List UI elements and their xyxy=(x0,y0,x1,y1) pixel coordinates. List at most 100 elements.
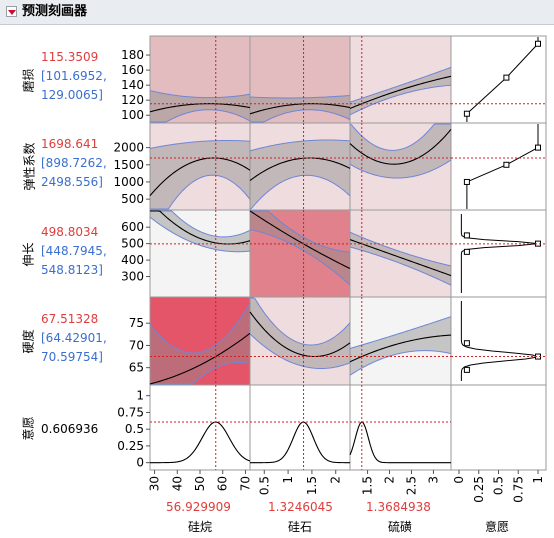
cell-r3-c2 xyxy=(349,296,452,386)
cell-r0-c2 xyxy=(349,35,452,124)
y-tick-label-r3-1: 70 xyxy=(129,338,144,352)
x-tick-label-c2-1: 2 xyxy=(383,476,397,484)
x-tick-label-c1-0: 0.5 xyxy=(257,476,271,495)
cell-r4-c3 xyxy=(450,384,547,471)
x-tick-label-c2-0: 1.5 xyxy=(361,476,375,495)
ci-upper-r2-c2 xyxy=(349,231,452,267)
y-tick-label-r4-0: 1 xyxy=(136,389,144,403)
x-tick-label-c0-4: 70 xyxy=(238,476,252,491)
cell-r4-c0 xyxy=(149,384,251,471)
y-tick-label-r0-4: 100 xyxy=(121,108,144,122)
y-tick-label-r1-2: 1000 xyxy=(113,175,144,189)
window-title: 预测刻画器 xyxy=(22,4,88,19)
ci-lower-r0-c1 xyxy=(250,109,351,123)
desirability-handle-r2-0[interactable] xyxy=(463,248,470,255)
x-tick-label-c0-1: 40 xyxy=(170,476,184,491)
silica-axis-label: 硅石 xyxy=(288,520,313,534)
y-tick-label-r0-2: 140 xyxy=(121,78,144,92)
desirability-handle-r1-2[interactable] xyxy=(535,144,541,151)
silane-value[interactable]: 56.929909 xyxy=(166,500,231,514)
desirability-handle-r0-0[interactable] xyxy=(463,110,470,117)
prediction-curve-r1-c0 xyxy=(149,157,251,197)
title-bar: 预测刻画器 xyxy=(0,0,554,25)
y-tick-label-r0-0: 180 xyxy=(121,48,144,62)
desirability-axis-label: 意愿 xyxy=(485,520,510,534)
cell-r2-c0 xyxy=(149,209,251,298)
desirability-handle-r0-1[interactable] xyxy=(503,74,510,81)
y-tick-label-r2-2: 400 xyxy=(121,253,144,267)
x-tick-label-c3-4: 1 xyxy=(531,476,545,484)
y-tick-label-r2-3: 300 xyxy=(121,270,144,284)
response-name-modulus: 弹性系数 xyxy=(22,142,37,191)
elongation-value[interactable]: 498.8034 xyxy=(41,225,99,239)
desirability-handle-r2-2[interactable] xyxy=(463,232,470,239)
x-tick-label-c1-1: 1 xyxy=(281,476,295,484)
ci-band-r0-c1 xyxy=(250,95,350,122)
prediction-curve-r2-c0 xyxy=(150,210,251,245)
ci-upper-r1-c0 xyxy=(149,140,251,149)
x-tick-label-c0-3: 60 xyxy=(216,476,230,491)
prediction-curve-r4-c0 xyxy=(149,421,251,464)
y-tick-label-r4-4: 0 xyxy=(136,456,144,470)
modulus-ci-low: [898.7262, xyxy=(41,156,107,170)
ci-lower-r2-c1 xyxy=(249,228,351,286)
ci-lower-r3-c1 xyxy=(249,333,351,369)
response-name-desirability: 意愿 xyxy=(21,416,36,441)
cell-r0-c3 xyxy=(450,35,547,124)
response-name-elongation: 伸长 xyxy=(21,242,36,267)
silane-axis-label: 硅烷 xyxy=(188,520,213,534)
prediction-curve-r0-c2 xyxy=(349,75,452,110)
modulus-value[interactable]: 1698.641 xyxy=(41,137,99,151)
ci-upper-r3-c2 xyxy=(349,316,452,349)
desirability-handle-r1-0[interactable] xyxy=(463,178,470,185)
y-tick-label-r1-3: 500 xyxy=(121,192,144,206)
hardness-value[interactable]: 67.51328 xyxy=(41,312,99,326)
y-tick-label-r4-1: 0.75 xyxy=(117,405,144,419)
modulus-ci-high: 2498.556] xyxy=(41,175,103,189)
prediction-curve-r4-c1 xyxy=(249,421,351,464)
ci-lower-r2-c0 xyxy=(149,216,251,253)
ci-band-r2-c0 xyxy=(150,211,250,252)
desirability-handle-r0-2[interactable] xyxy=(535,40,541,47)
silica-value[interactable]: 1.3246045 xyxy=(268,500,333,514)
x-tick-label-c1-3: 2 xyxy=(329,476,343,484)
ci-band-r2-c2 xyxy=(350,232,451,286)
x-tick-label-c0-0: 30 xyxy=(148,476,162,491)
prediction-curve-r3-c1 xyxy=(249,311,351,358)
ci-lower-r0-c2 xyxy=(349,84,452,116)
wear-ci-low: [101.6952, xyxy=(41,69,107,83)
sulfur-axis-label: 硫磺 xyxy=(388,520,413,534)
collapse-menu-icon[interactable] xyxy=(6,6,17,17)
cell-r0-c1 xyxy=(249,35,351,124)
ci-upper-r0-c1 xyxy=(249,94,351,99)
y-tick-label-r1-0: 2000 xyxy=(113,141,144,155)
prediction-curve-r2-c2 xyxy=(349,239,452,277)
desirability-handle-r3-2[interactable] xyxy=(463,340,470,347)
ci-lower-r3-c2 xyxy=(349,350,452,376)
x-tick-label-c3-3: 0.75 xyxy=(511,476,525,503)
prediction-curve-r2-c1 xyxy=(249,210,351,270)
cell-r4-c1 xyxy=(249,384,351,471)
y-tick-label-r4-2: 0.5 xyxy=(125,422,144,436)
cell-r2-c2 xyxy=(349,209,452,298)
x-tick-label-c1-2: 1.5 xyxy=(305,476,319,495)
cell-r1-c0 xyxy=(149,122,251,211)
desirability-handle-r1-1[interactable] xyxy=(503,161,510,168)
elongation-ci-high: 548.8123] xyxy=(41,263,103,277)
ci-band-r1-c1 xyxy=(250,139,350,209)
prediction-curve-r1-c2 xyxy=(349,128,452,165)
ci-lower-r2-c2 xyxy=(349,246,452,286)
x-tick-label-c0-2: 50 xyxy=(193,476,207,491)
wear-value[interactable]: 115.3509 xyxy=(41,50,99,64)
ci-lower-r0-c0 xyxy=(150,109,251,123)
prediction-curve-r1-c1 xyxy=(249,157,351,181)
x-tick-label-c3-1: 0.25 xyxy=(472,476,486,503)
desirability-handle-r3-0[interactable] xyxy=(463,366,470,373)
cell-r3-c0 xyxy=(149,296,251,386)
desirability-curve-r3 xyxy=(460,301,540,381)
ci-upper-r1-c2 xyxy=(349,123,451,151)
y-tick-label-r4-3: 0.25 xyxy=(117,439,144,453)
sulfur-value[interactable]: 1.3684938 xyxy=(366,500,431,514)
response-name-hardness: 硬度 xyxy=(21,329,36,354)
